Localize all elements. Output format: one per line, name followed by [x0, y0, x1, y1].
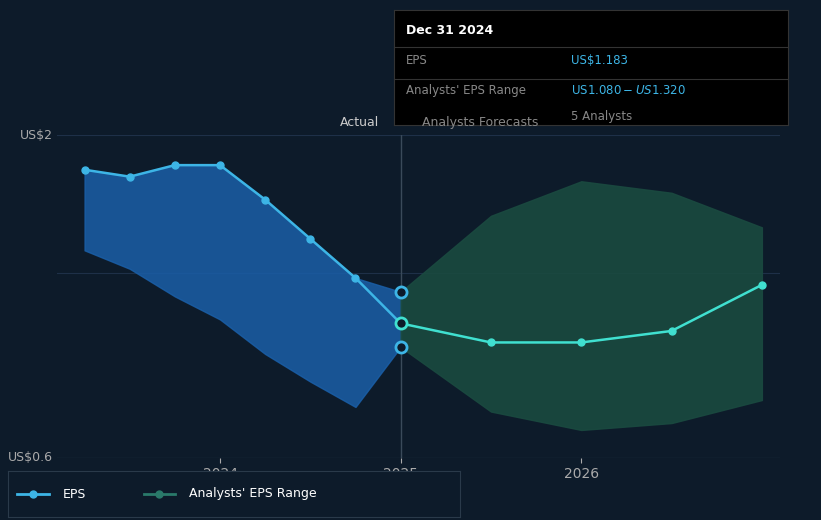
Text: US$0.6: US$0.6	[8, 451, 53, 464]
Text: Dec 31 2024: Dec 31 2024	[406, 24, 493, 37]
Text: Analysts' EPS Range: Analysts' EPS Range	[406, 84, 526, 97]
Text: Actual: Actual	[340, 116, 379, 129]
Text: Analysts Forecasts: Analysts Forecasts	[422, 116, 539, 129]
Text: US$2: US$2	[21, 128, 53, 141]
Text: 5 Analysts: 5 Analysts	[571, 110, 633, 123]
Text: US$1.183: US$1.183	[571, 54, 628, 67]
Text: Analysts' EPS Range: Analysts' EPS Range	[189, 488, 316, 500]
Text: EPS: EPS	[62, 488, 85, 500]
Text: US$1.080 - US$1.320: US$1.080 - US$1.320	[571, 84, 686, 97]
Text: EPS: EPS	[406, 54, 428, 67]
